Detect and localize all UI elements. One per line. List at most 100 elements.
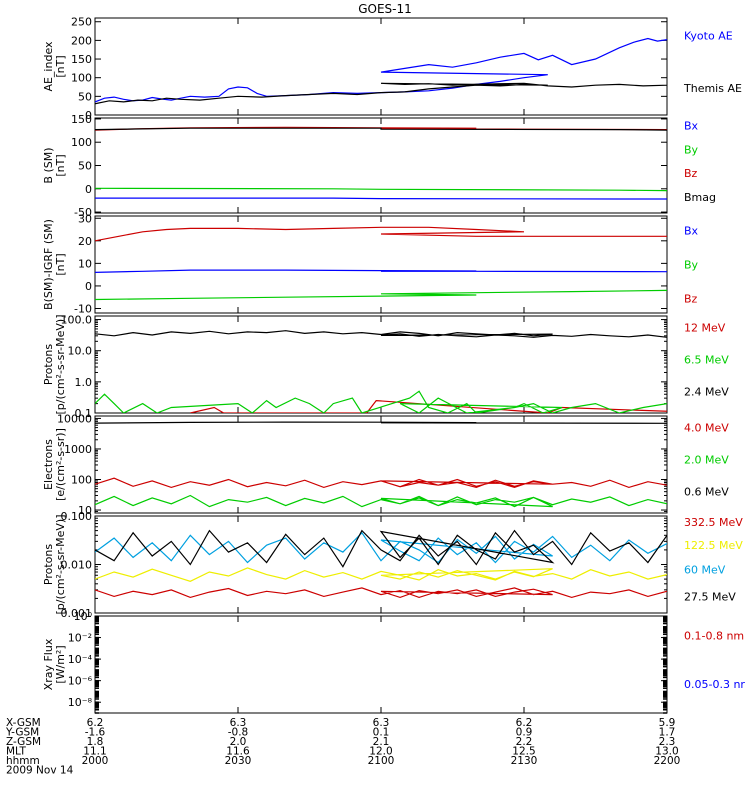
panel-frame	[94, 615, 668, 714]
x-row-label: hhmm	[6, 755, 40, 767]
x-row-value: -1.6	[85, 727, 106, 739]
series-line-6-5-mev	[95, 390, 667, 413]
date-label: 2009 Nov 14	[6, 765, 74, 777]
y-tick-label: 0.100	[61, 510, 93, 523]
y-axis-label: AE_index	[42, 41, 55, 92]
x-row-value: 0.1	[373, 727, 390, 739]
y-tick-label: -10	[74, 302, 92, 315]
x-row-value: 2000	[82, 755, 109, 767]
panel-ae: 0 50 100 150 200 250 AE_index [nT] Kyoto AE Themi…	[42, 16, 742, 122]
x-row-value: 1.8	[87, 736, 104, 748]
series-line-12-mev	[190, 399, 667, 413]
legend-entry: Bx	[684, 225, 699, 238]
y-tick-label: 10⁰	[74, 610, 93, 623]
y-tick-label: 100	[71, 136, 92, 149]
series-line-4-0-mev	[95, 477, 667, 489]
x-row-label: Y-GSM	[5, 727, 39, 739]
panel-xray: 10⁻⁸ 10⁻⁶ 10⁻⁴ 10⁻² 10⁰ Xray Flux [W/m²] 0.1-0.…	[42, 610, 745, 714]
legend-entry: 0.1-0.8 nm	[684, 629, 744, 642]
x-row-value: 2.0	[230, 736, 247, 748]
y-axis-label: B(SM)-IGRF (SM)	[42, 219, 55, 310]
y-tick-label: 50	[78, 90, 92, 103]
y-tick-label: 10.0	[68, 345, 93, 358]
panel-electrons: 10 100 1000 10000 Electrons [e/(cm²-s-sr)] 4.0…	[42, 412, 729, 517]
x-row-label: X-GSM	[6, 717, 41, 729]
y-tick-label: 50	[78, 160, 92, 173]
series-line-bx	[95, 197, 667, 200]
series-line-by	[95, 187, 667, 192]
series-line-bz	[95, 226, 667, 242]
legend-entry: By	[684, 143, 699, 156]
x-row-value: 6.2	[87, 717, 104, 729]
legend-entry: 332.5 MeV	[684, 516, 743, 529]
x-row-value: 2030	[225, 755, 252, 767]
x-row-value: 6.2	[516, 717, 533, 729]
y-tick-label: 0.1	[75, 407, 93, 420]
legend-entry: Bz	[684, 167, 698, 180]
y-tick-label: 10⁻⁸	[68, 696, 93, 709]
x-row-label: Z-GSM	[6, 736, 41, 748]
legend-entry: Bx	[684, 120, 699, 133]
y-axis-label: Protons	[42, 344, 55, 385]
legend-entry: 6.5 MeV	[684, 354, 729, 367]
legend-entry: 2.0 MeV	[684, 454, 729, 467]
y-tick-label: 1.0	[75, 376, 93, 389]
y-tick-label: 1000	[64, 443, 92, 456]
y-tick-label: 20	[78, 235, 92, 248]
y-tick-label: 250	[71, 16, 92, 29]
x-row-value: 2.3	[659, 736, 676, 748]
y-tick-label: 0.001	[61, 607, 93, 620]
panel-protons_low: 0.1 1.0 10.0 100.0 Protons [p/(cm²-s-sr-MeV)]…	[42, 314, 729, 420]
legend-entry: 12 MeV	[684, 322, 726, 335]
x-row-value: 2.2	[516, 736, 533, 748]
y-tick-label: 150	[71, 53, 92, 66]
x-row-value: 6.3	[373, 717, 390, 729]
y-axis-label: [p/(cm²-s-sr-MeV)]	[54, 315, 67, 415]
series-line-bx	[95, 269, 667, 273]
y-tick-label: 0	[85, 280, 92, 293]
series-line-122-5-mev	[95, 567, 667, 582]
y-axis-label: Xray Flux	[42, 638, 55, 690]
y-tick-label: 10	[78, 257, 92, 270]
legend-entry: 0.05-0.3 nr	[684, 678, 745, 691]
y-axis-label: [p/(cm²-s-sr-MeV)]	[54, 515, 67, 615]
series-line-27-5-mev	[95, 529, 667, 568]
y-tick-label: 0	[85, 109, 92, 122]
legend-entry: By	[684, 259, 699, 272]
x-row-value: 2100	[368, 755, 395, 767]
y-tick-label: 100	[71, 473, 92, 486]
panel-bsm: -50 0 50 100 150 B (SM) [nT] Bx By Bz Bmag	[42, 113, 716, 219]
series-line-2-0-mev	[95, 494, 667, 508]
legend-entry: Kyoto AE	[684, 29, 733, 42]
series-line-0-6-mev	[95, 421, 667, 424]
y-tick-label: 200	[71, 34, 92, 47]
y-tick-label: 10⁻⁴	[68, 653, 93, 666]
x-row-value: 11.1	[83, 746, 106, 758]
series-line-kyoto-ae	[95, 37, 667, 103]
y-tick-label: 0.010	[61, 559, 93, 572]
y-axis-label: [nT]	[54, 154, 67, 176]
panel-dbsm: -10 0 10 20 30 B(SM)-IGRF (SM) [nT] Bx By Bz	[42, 212, 699, 315]
x-row-value: -0.8	[228, 727, 249, 739]
series-line-60-mev	[95, 531, 667, 564]
legend-entry: 122.5 MeV	[684, 539, 743, 552]
x-row-value: 12.5	[512, 746, 535, 758]
y-axis-label: Electrons	[42, 439, 55, 490]
panel-protons_high: 0.001 0.010 0.100 Protons [p/(cm²-s-sr-MeV)]…	[42, 510, 743, 620]
x-row-label: MLT	[6, 746, 26, 758]
x-row-value: 6.3	[230, 717, 247, 729]
series-line-332-5-mev	[95, 587, 667, 599]
y-axis-label: [e/(cm²-s-sr)]	[54, 428, 67, 501]
chart-title: GOES-11	[358, 2, 412, 16]
panel-frame	[94, 515, 668, 614]
y-axis-label: B (SM)	[42, 147, 55, 183]
series-line-bmag	[95, 127, 667, 131]
legend-entry: Bz	[684, 292, 698, 305]
panel-frame	[94, 315, 668, 414]
x-row-value: 13.0	[655, 746, 678, 758]
x-row-value: 1.7	[659, 727, 676, 739]
x-row-value: 12.0	[369, 746, 392, 758]
y-tick-label: 10⁻²	[68, 632, 92, 645]
y-axis-label: Protons	[42, 544, 55, 585]
y-tick-label: 0	[85, 183, 92, 196]
